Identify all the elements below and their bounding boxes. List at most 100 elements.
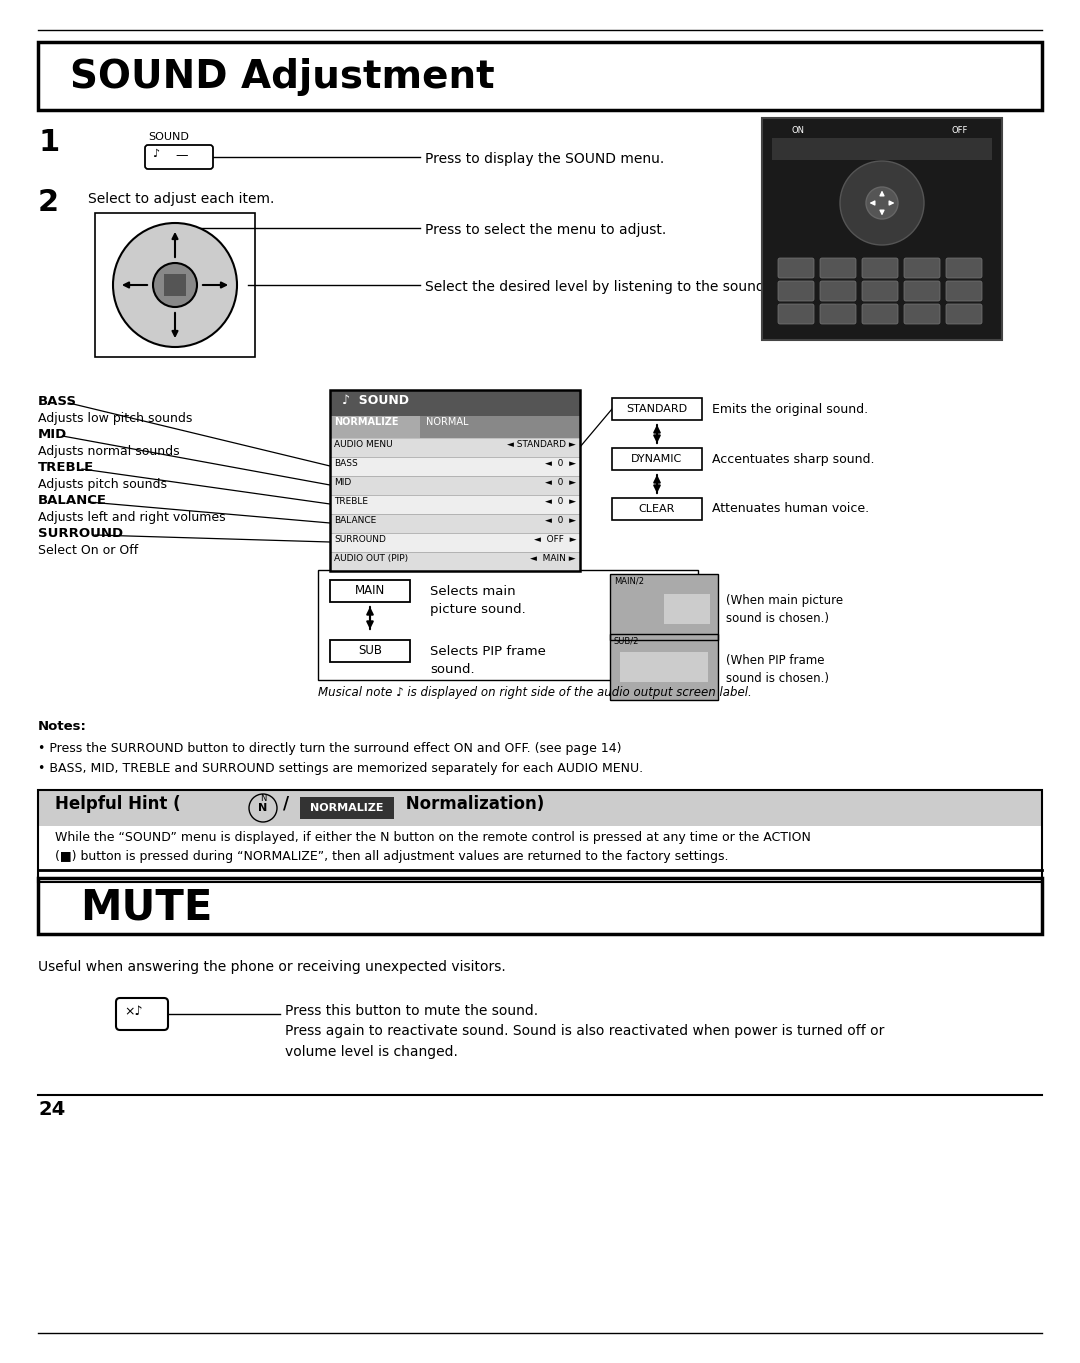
Text: Helpful Hint (: Helpful Hint ( <box>55 795 180 812</box>
Circle shape <box>840 161 924 245</box>
Bar <box>612 497 702 521</box>
FancyBboxPatch shape <box>946 304 982 324</box>
Text: OFF: OFF <box>951 125 969 135</box>
Text: STANDARD: STANDARD <box>626 403 688 414</box>
FancyBboxPatch shape <box>904 258 940 278</box>
FancyBboxPatch shape <box>904 304 940 324</box>
Bar <box>330 495 580 514</box>
FancyBboxPatch shape <box>145 144 213 169</box>
Text: NORMALIZE: NORMALIZE <box>310 803 383 812</box>
Bar <box>610 574 718 641</box>
Bar <box>330 416 580 438</box>
FancyBboxPatch shape <box>778 258 814 278</box>
Text: Accentuates sharp sound.: Accentuates sharp sound. <box>712 453 875 466</box>
Text: AUDIO MENU: AUDIO MENU <box>334 440 393 448</box>
Bar <box>330 438 580 457</box>
FancyBboxPatch shape <box>862 281 897 301</box>
Bar <box>762 119 1002 339</box>
Text: ♪: ♪ <box>152 149 159 159</box>
Text: ◄  MAIN ►: ◄ MAIN ► <box>530 553 576 563</box>
Bar <box>772 138 993 159</box>
Text: SURROUND: SURROUND <box>334 536 386 544</box>
FancyBboxPatch shape <box>778 304 814 324</box>
Text: (When PIP frame
sound is chosen.): (When PIP frame sound is chosen.) <box>726 654 829 686</box>
Text: 2: 2 <box>38 188 59 217</box>
Bar <box>330 514 580 533</box>
FancyBboxPatch shape <box>946 258 982 278</box>
Text: MID: MID <box>334 478 351 487</box>
Text: ◄  OFF  ►: ◄ OFF ► <box>534 536 576 544</box>
FancyBboxPatch shape <box>862 258 897 278</box>
Text: /: / <box>283 795 295 812</box>
Bar <box>330 476 580 495</box>
Text: N: N <box>258 803 268 812</box>
Text: Useful when answering the phone or receiving unexpected visitors.: Useful when answering the phone or recei… <box>38 960 505 975</box>
Text: Select the desired level by listening to the sound.: Select the desired level by listening to… <box>426 279 769 294</box>
Text: Selects PIP frame
sound.: Selects PIP frame sound. <box>430 645 545 676</box>
Text: ◄ STANDARD ►: ◄ STANDARD ► <box>508 440 576 448</box>
Bar <box>330 438 580 457</box>
Text: SOUND: SOUND <box>148 132 189 142</box>
Bar <box>330 552 580 571</box>
Text: BALANCE: BALANCE <box>334 517 376 525</box>
Bar <box>330 457 580 476</box>
Bar <box>330 476 580 495</box>
FancyBboxPatch shape <box>116 998 168 1030</box>
Bar <box>38 791 1042 882</box>
Text: ♪  SOUND: ♪ SOUND <box>342 394 409 408</box>
Text: DYNAMIC: DYNAMIC <box>632 454 683 463</box>
Circle shape <box>153 263 197 307</box>
Bar <box>330 533 580 552</box>
Bar <box>620 652 708 682</box>
Bar <box>164 274 186 296</box>
Text: 1: 1 <box>38 128 59 157</box>
Text: (When main picture
sound is chosen.): (When main picture sound is chosen.) <box>726 594 843 626</box>
Text: 24: 24 <box>38 1100 65 1119</box>
FancyBboxPatch shape <box>820 304 856 324</box>
Text: Press this button to mute the sound.: Press this button to mute the sound. <box>285 1005 538 1018</box>
Text: NORMAL: NORMAL <box>426 417 469 427</box>
Text: N: N <box>260 795 266 803</box>
FancyBboxPatch shape <box>820 281 856 301</box>
Text: Select to adjust each item.: Select to adjust each item. <box>87 192 274 206</box>
Bar <box>610 634 718 701</box>
Bar <box>330 390 580 416</box>
Bar <box>612 448 702 470</box>
Bar <box>95 213 255 357</box>
Bar <box>330 495 580 514</box>
Text: MUTE: MUTE <box>80 886 213 928</box>
Bar <box>330 552 580 571</box>
Bar <box>38 878 1042 934</box>
Text: Press to select the menu to adjust.: Press to select the menu to adjust. <box>426 224 666 237</box>
Bar <box>330 457 580 476</box>
Text: SUB/2: SUB/2 <box>615 637 639 646</box>
Text: While the “SOUND” menu is displayed, if either the N button on the remote contro: While the “SOUND” menu is displayed, if … <box>55 831 811 863</box>
Circle shape <box>113 224 237 348</box>
Text: ◄  0  ►: ◄ 0 ► <box>545 459 576 468</box>
Bar <box>330 581 410 602</box>
Text: Attenuates human voice.: Attenuates human voice. <box>712 503 869 515</box>
Bar <box>664 594 710 624</box>
Text: TREBLE: TREBLE <box>38 461 94 474</box>
Text: BALANCE: BALANCE <box>38 493 107 507</box>
Text: MAIN: MAIN <box>355 585 386 597</box>
Text: Press to display the SOUND menu.: Press to display the SOUND menu. <box>426 153 664 166</box>
Circle shape <box>866 187 897 219</box>
Text: SUB: SUB <box>357 645 382 657</box>
FancyBboxPatch shape <box>862 304 897 324</box>
Text: BASS: BASS <box>334 459 357 468</box>
FancyBboxPatch shape <box>946 281 982 301</box>
Text: SURROUND: SURROUND <box>38 527 123 540</box>
Bar <box>38 42 1042 110</box>
Text: ◄  0  ►: ◄ 0 ► <box>545 478 576 487</box>
Text: SOUND Adjustment: SOUND Adjustment <box>70 59 495 95</box>
Bar <box>610 634 718 701</box>
Text: • Press the SURROUND button to directly turn the surround effect ON and OFF. (se: • Press the SURROUND button to directly … <box>38 741 621 755</box>
Bar <box>330 514 580 533</box>
Text: Press again to reactivate sound. Sound is also reactivated when power is turned : Press again to reactivate sound. Sound i… <box>285 1024 885 1059</box>
Text: TREBLE: TREBLE <box>334 497 368 506</box>
Text: —: — <box>175 149 188 162</box>
Circle shape <box>249 795 276 822</box>
Text: AUDIO OUT (PIP): AUDIO OUT (PIP) <box>334 553 408 563</box>
Text: Emits the original sound.: Emits the original sound. <box>712 402 868 416</box>
